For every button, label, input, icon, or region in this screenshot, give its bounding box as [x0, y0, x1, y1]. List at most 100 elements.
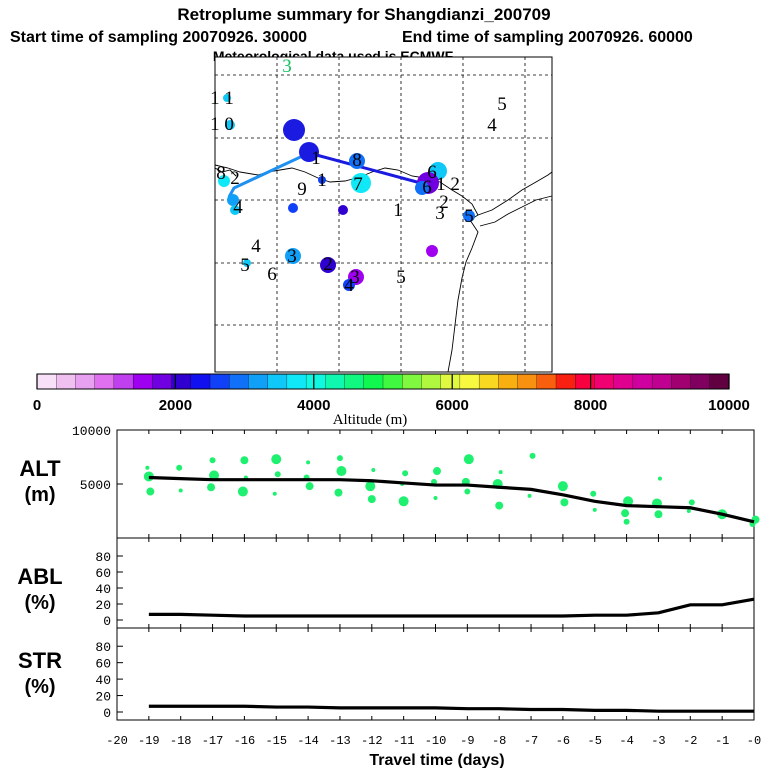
colorbar-cell: [594, 373, 615, 390]
x-tick-label: -13: [329, 734, 351, 748]
colorbar-cell: [632, 373, 653, 390]
map-label: 5: [464, 206, 474, 227]
alt-scatter-point: [209, 457, 216, 464]
x-tick-label: -2: [683, 734, 697, 748]
y-tick-label: 5000: [80, 478, 111, 493]
colorbar-cell: [651, 373, 672, 390]
map-label: 6: [267, 264, 277, 285]
alt-scatter-point: [209, 470, 220, 481]
alt-scatter-point: [237, 486, 248, 497]
alt-scatter-point: [178, 488, 183, 493]
colorbar-cell: [671, 373, 692, 390]
alt-scatter-point: [529, 452, 536, 459]
colorbar-cell: [421, 373, 442, 390]
map-label: 8: [352, 150, 362, 171]
map-label: 3: [287, 246, 297, 267]
map-label: 3: [282, 56, 292, 77]
colorbar-cell: [555, 373, 576, 390]
map-label: 4: [487, 115, 497, 136]
plume-marker: [299, 142, 319, 162]
colorbar-cell: [305, 373, 326, 390]
colorbar-cell: [209, 373, 230, 390]
y-tick-label: 60: [95, 566, 111, 581]
y-tick-label: 20: [95, 690, 111, 705]
colorbar-tick-label: 0: [33, 397, 41, 414]
alt-scatter-point: [305, 482, 314, 491]
plume-marker: [227, 194, 239, 206]
x-tick-label: -9: [460, 734, 474, 748]
series-line-2: [148, 704, 754, 713]
plume-marker: [218, 175, 230, 187]
alt-scatter-point: [557, 481, 568, 492]
colorbar-cell: [248, 373, 269, 390]
plume-marker: [415, 181, 429, 195]
alt-scatter-point: [433, 467, 441, 476]
map-label: 1 1: [210, 88, 234, 109]
alt-scatter-point: [176, 464, 183, 471]
x-tick-label: -18: [170, 734, 192, 748]
map-label: 5: [497, 94, 507, 115]
series-line-1: [148, 597, 755, 618]
x-tick-label: -0: [747, 734, 761, 748]
y-tick-label: 80: [95, 550, 111, 565]
plume-marker: [225, 120, 235, 130]
map-label: 9: [297, 179, 307, 200]
alt-scatter-point: [274, 471, 281, 478]
alt-scatter-point: [464, 488, 471, 495]
colorbar-cell: [575, 373, 595, 390]
map-label: 1: [317, 170, 327, 191]
colorbar-cell: [132, 373, 153, 390]
alt-scatter-point: [367, 495, 376, 504]
map-label: 4: [233, 197, 243, 218]
x-tick-label: -5: [588, 734, 602, 748]
map-label: 2: [439, 192, 449, 213]
colorbar-cell: [113, 373, 134, 390]
x-tick-label: -3: [651, 734, 665, 748]
series-line-0: [148, 475, 755, 524]
map-plume-markers: [218, 94, 475, 291]
chart-title: Retroplume summary for Shangdianzi_20070…: [177, 5, 550, 24]
colorbar-cell: [440, 373, 461, 390]
map-label: 6: [427, 162, 437, 183]
alt-scatter-point: [398, 496, 409, 507]
colorbar-cell: [36, 373, 57, 390]
y-tick-label: 0: [103, 706, 111, 721]
colorbar-cell: [75, 373, 96, 390]
map-label: 7: [353, 174, 363, 195]
map-label: 5: [240, 255, 250, 276]
alt-scatter-point: [495, 501, 504, 510]
x-tick-label: -7: [524, 734, 538, 748]
x-tick-label: -4: [619, 734, 633, 748]
x-tick-label: -15: [265, 734, 287, 748]
alt-scatter-point: [623, 496, 634, 507]
plume-marker: [426, 245, 438, 257]
alt-panel-unit: (m): [24, 484, 55, 506]
colorbar-cell: [171, 373, 192, 390]
map-label: 1 2: [436, 174, 460, 195]
colorbar-cell: [517, 373, 538, 390]
colorbar-tick-label: 10000: [708, 397, 750, 414]
y-tick-label: 0: [103, 614, 111, 629]
plume-marker: [320, 257, 336, 273]
alt-scatter-point: [146, 487, 155, 496]
x-tick-label: -14: [297, 734, 319, 748]
abl-panel-unit: (%): [24, 592, 55, 614]
abl-panel-name: ABL: [17, 564, 62, 589]
map-label: 1 0: [210, 114, 234, 135]
map-gridlines: [215, 57, 552, 372]
colorbar-cell: [709, 373, 730, 390]
alt-scatter-point: [272, 491, 277, 496]
colorbar-cell: [498, 373, 519, 390]
colorbar-cell: [267, 373, 288, 390]
colorbar-tick-label: 8000: [574, 397, 607, 414]
y-tick-label: 10000: [72, 424, 111, 439]
colorbar: 0 2000 4000 6000 8000 10000 Altitude (m): [33, 373, 750, 428]
str-panel-unit: (%): [24, 676, 55, 698]
map-label: 3: [350, 267, 360, 288]
y-tick-label: 60: [95, 657, 111, 672]
alt-scatter-point: [334, 488, 343, 497]
x-tick-label: -19: [138, 734, 160, 748]
